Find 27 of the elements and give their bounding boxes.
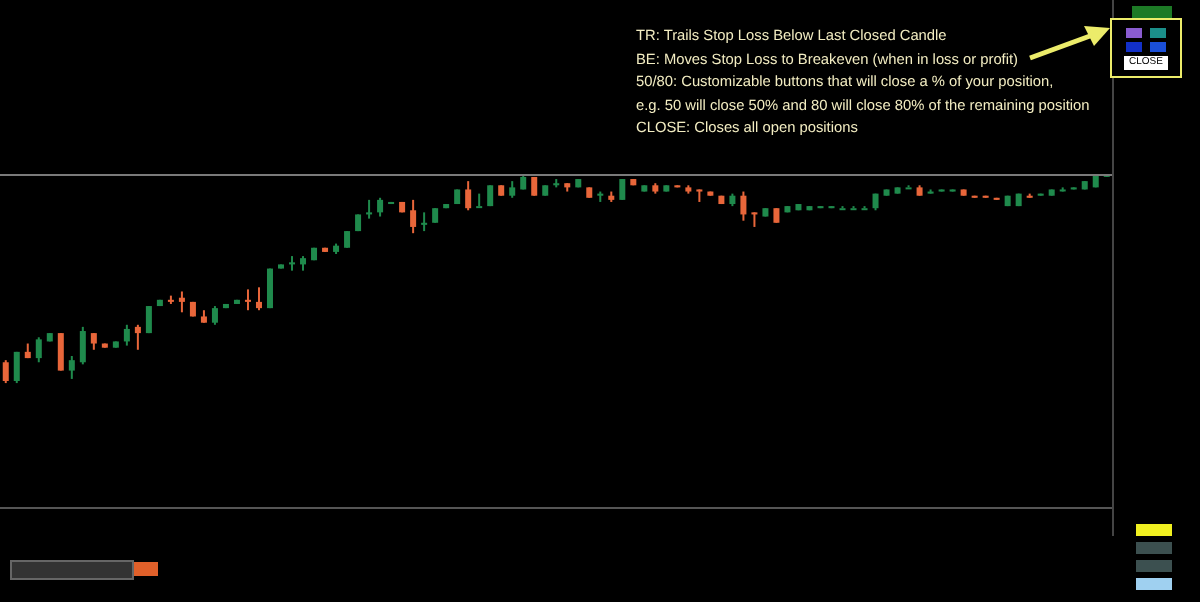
candlestick: [839, 205, 846, 211]
candlestick: [211, 305, 218, 326]
candlestick: [289, 255, 296, 272]
candlestick: [905, 184, 912, 190]
candlestick: [377, 196, 384, 218]
candlestick: [740, 190, 747, 222]
candlestick: [123, 323, 130, 347]
candlestick: [79, 325, 86, 366]
candlestick: [465, 180, 472, 212]
candlestick: [35, 336, 42, 364]
candlestick: [244, 288, 251, 312]
candlestick: [57, 332, 64, 372]
candlestick: [255, 286, 262, 312]
candlestick: [2, 359, 9, 385]
candlestick: [850, 205, 857, 211]
candlestick: [178, 290, 185, 314]
candlestick: [145, 305, 152, 335]
candlestick: [421, 211, 428, 233]
candlestick: [619, 178, 626, 201]
candlestick: [13, 350, 20, 385]
candlestick: [134, 323, 141, 351]
candlestick: [68, 355, 75, 380]
candlestick: [751, 211, 758, 228]
candlestick: [366, 198, 373, 220]
candlestick: [861, 205, 868, 211]
candlestick: [410, 198, 417, 235]
candlestick: [476, 192, 483, 209]
